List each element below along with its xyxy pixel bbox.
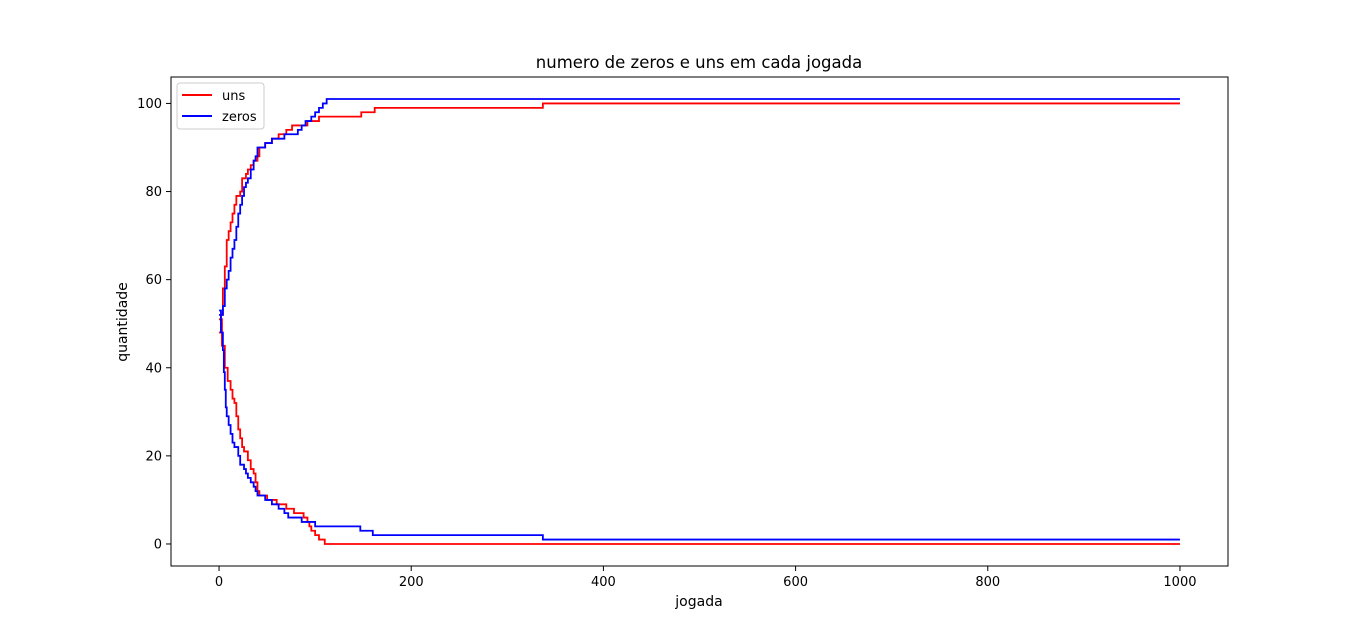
- legend-label-uns: uns: [222, 89, 245, 104]
- y-tick-label: 40: [145, 361, 162, 376]
- y-tick-label: 80: [145, 185, 162, 200]
- x-tick-label: 600: [783, 575, 808, 590]
- x-tick-label: 800: [975, 575, 1000, 590]
- chart-title: numero de zeros e uns em cada jogada: [536, 53, 862, 72]
- x-axis: 0 200 400 600 800 1000: [215, 566, 1197, 590]
- y-tick-label: 20: [145, 449, 162, 464]
- x-tick-label: 0: [215, 575, 223, 590]
- series-line-uns-1: [219, 318, 1180, 545]
- y-axis: 0 20 40 60 80 100: [137, 97, 171, 552]
- plot-frame: [170, 76, 1229, 567]
- y-axis-label: quantidade: [115, 282, 131, 362]
- series-line-zeros-3: [219, 313, 1180, 541]
- x-tick-label: 200: [399, 575, 424, 590]
- legend-label-zeros: zeros: [222, 110, 257, 125]
- x-tick-label: 1000: [1163, 575, 1196, 590]
- y-tick-label: 0: [154, 537, 162, 552]
- series-layer: [219, 98, 1180, 545]
- x-tick-label: 400: [591, 575, 616, 590]
- legend: uns zeros: [176, 82, 265, 130]
- x-axis-label: jogada: [674, 594, 722, 610]
- y-tick-label: 100: [137, 97, 162, 112]
- series-line-zeros-2: [219, 98, 1180, 316]
- y-tick-label: 60: [145, 273, 162, 288]
